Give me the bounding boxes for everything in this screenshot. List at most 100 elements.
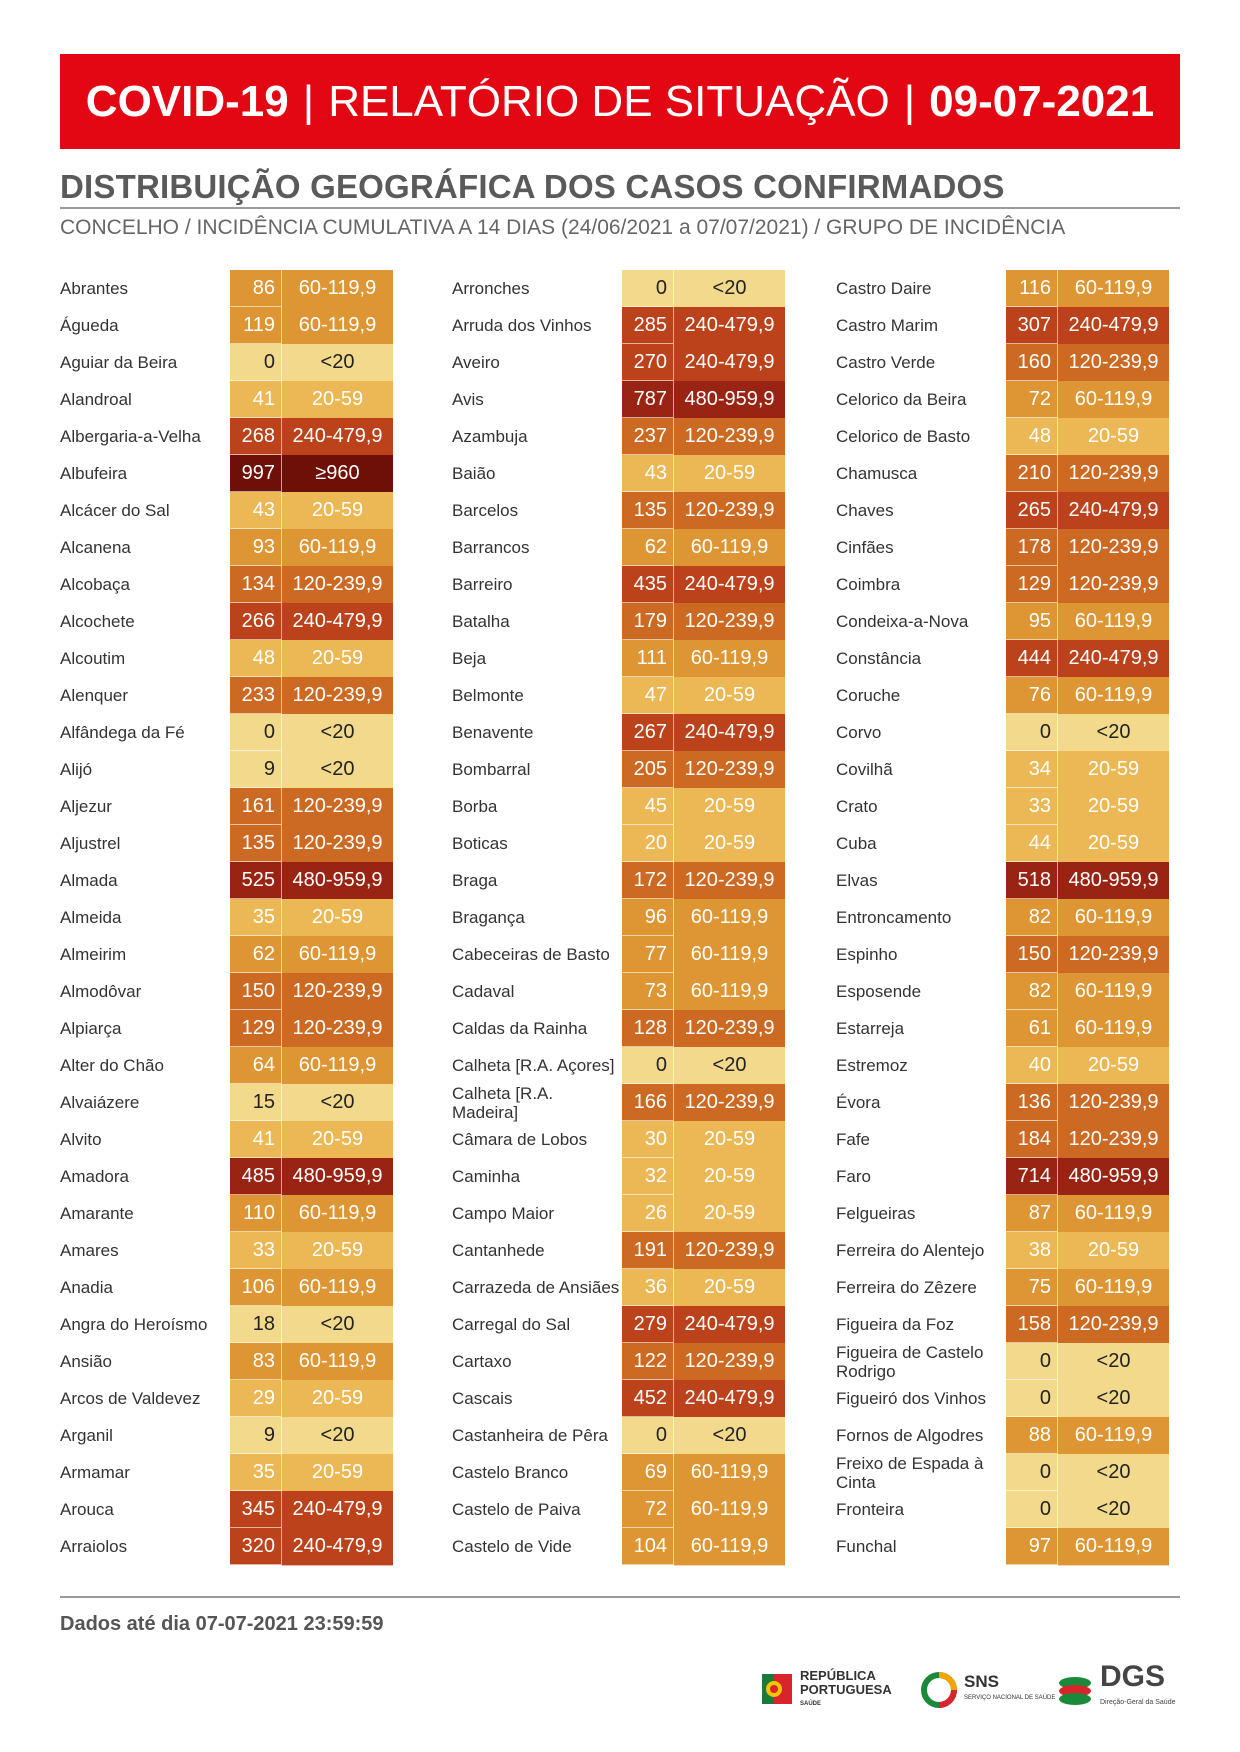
table-row: Celorico de Basto 48 20-59 bbox=[836, 417, 1169, 456]
incidence-group: <20 bbox=[1058, 1379, 1169, 1418]
municipality-name: Avis bbox=[452, 390, 484, 409]
municipality-name: Calheta [R.A. Madeira] bbox=[452, 1083, 554, 1122]
incidence-value: 150 bbox=[230, 973, 282, 1010]
dgs-emblem-icon bbox=[1059, 1677, 1091, 1705]
table-row: Alcanena 93 60-119,9 bbox=[60, 528, 393, 567]
incidence-value: 62 bbox=[622, 529, 674, 566]
municipality-name: Alcácer do Sal bbox=[60, 501, 170, 520]
incidence-group: 120-239,9 bbox=[282, 972, 393, 1011]
incidence-value: 135 bbox=[622, 492, 674, 529]
table-row: Espinho 150 120-239,9 bbox=[836, 935, 1169, 974]
incidence-group: 60-119,9 bbox=[282, 935, 393, 974]
data-timestamp: Dados até dia 07-07-2021 23:59:59 bbox=[60, 1613, 384, 1635]
incidence-value: 61 bbox=[1006, 1010, 1058, 1047]
table-row: Albufeira 997 ≥960 bbox=[60, 454, 393, 493]
table-row: Alenquer 233 120-239,9 bbox=[60, 676, 393, 715]
municipality-name: Covilhã bbox=[836, 760, 893, 779]
incidence-value: 0 bbox=[230, 714, 282, 751]
incidence-group: <20 bbox=[674, 269, 785, 308]
incidence-value: 77 bbox=[622, 936, 674, 973]
table-row: Estremoz 40 20-59 bbox=[836, 1046, 1169, 1085]
table-row: Ansião 83 60-119,9 bbox=[60, 1342, 393, 1381]
incidence-value: 0 bbox=[622, 270, 674, 307]
table-row: Aljustrel 135 120-239,9 bbox=[60, 824, 393, 863]
municipality-name: Almada bbox=[60, 871, 118, 890]
municipality-name: Esposende bbox=[836, 982, 922, 1001]
table-row: Chaves 265 240-479,9 bbox=[836, 491, 1169, 530]
table-row: Amadora 485 480-959,9 bbox=[60, 1157, 393, 1196]
table-row: Corvo 0 <20 bbox=[836, 713, 1169, 752]
incidence-group: 60-119,9 bbox=[1058, 1268, 1169, 1307]
incidence-value: 136 bbox=[1006, 1084, 1058, 1121]
municipality-name: Alvito bbox=[60, 1130, 102, 1149]
incidence-value: 265 bbox=[1006, 492, 1058, 529]
incidence-value: 33 bbox=[230, 1232, 282, 1269]
incidence-group: <20 bbox=[1058, 1342, 1169, 1381]
table-row: Azambuja 237 120-239,9 bbox=[452, 417, 785, 456]
incidence-group: 60-119,9 bbox=[674, 1453, 785, 1492]
incidence-group: ≥960 bbox=[282, 454, 393, 493]
municipality-name: Castelo Branco bbox=[452, 1463, 569, 1482]
incidence-value: 129 bbox=[230, 1010, 282, 1047]
incidence-value: 435 bbox=[622, 566, 674, 603]
table-row: Cartaxo 122 120-239,9 bbox=[452, 1342, 785, 1381]
incidence-value: 166 bbox=[622, 1084, 674, 1121]
incidence-group: 120-239,9 bbox=[674, 1009, 785, 1048]
table-row: Abrantes 86 60-119,9 bbox=[60, 269, 393, 308]
incidence-group: 60-119,9 bbox=[282, 528, 393, 567]
municipality-name: Castro Marim bbox=[836, 316, 939, 335]
incidence-group: 120-239,9 bbox=[674, 1342, 785, 1381]
municipality-name: Cabeceiras de Basto bbox=[452, 945, 610, 964]
incidence-value: 485 bbox=[230, 1158, 282, 1195]
incidence-value: 233 bbox=[230, 677, 282, 714]
municipality-name: Câmara de Lobos bbox=[452, 1130, 588, 1149]
incidence-group: 240-479,9 bbox=[282, 1527, 393, 1566]
table-row: Figueira da Foz 158 120-239,9 bbox=[836, 1305, 1169, 1344]
incidence-group: 60-119,9 bbox=[282, 1194, 393, 1233]
incidence-group: 20-59 bbox=[1058, 417, 1169, 456]
incidence-group: 120-239,9 bbox=[282, 676, 393, 715]
municipality-name: Freixo de Espada à Cinta bbox=[836, 1453, 984, 1492]
incidence-value: 18 bbox=[230, 1306, 282, 1343]
incidence-group: 20-59 bbox=[282, 1231, 393, 1270]
table-row: Arronches 0 <20 bbox=[452, 269, 785, 308]
municipality-name: Almeida bbox=[60, 908, 122, 927]
banner-date: 09-07-2021 bbox=[929, 76, 1155, 126]
municipality-name: Bombarral bbox=[452, 760, 531, 779]
municipality-name: Amares bbox=[60, 1241, 119, 1260]
table-row: Fornos de Algodres 88 60-119,9 bbox=[836, 1416, 1169, 1455]
incidence-group: 120-239,9 bbox=[674, 750, 785, 789]
table-row: Almada 525 480-959,9 bbox=[60, 861, 393, 900]
incidence-group: 480-959,9 bbox=[1058, 861, 1169, 900]
incidence-group: 20-59 bbox=[674, 454, 785, 493]
incidence-value: 83 bbox=[230, 1343, 282, 1380]
incidence-value: 191 bbox=[622, 1232, 674, 1269]
table-row: Castelo Branco 69 60-119,9 bbox=[452, 1453, 785, 1492]
incidence-value: 40 bbox=[1006, 1047, 1058, 1084]
incidence-value: 270 bbox=[622, 344, 674, 381]
incidence-group: 20-59 bbox=[282, 1453, 393, 1492]
municipality-name: Faro bbox=[836, 1167, 871, 1186]
municipality-name: Felgueiras bbox=[836, 1204, 916, 1223]
municipality-name: Aljustrel bbox=[60, 834, 121, 853]
incidence-value: 119 bbox=[230, 307, 282, 344]
incidence-group: 120-239,9 bbox=[674, 1231, 785, 1270]
incidence-group: <20 bbox=[282, 713, 393, 752]
incidence-group: 240-479,9 bbox=[1058, 639, 1169, 678]
municipality-name: Alenquer bbox=[60, 686, 129, 705]
incidence-group: 120-239,9 bbox=[1058, 1305, 1169, 1344]
municipality-name: Aljezur bbox=[60, 797, 112, 816]
incidence-value: 95 bbox=[1006, 603, 1058, 640]
banner-title: COVID-19 bbox=[85, 76, 289, 126]
incidence-group: 60-119,9 bbox=[1058, 380, 1169, 419]
municipality-name: Celorico de Basto bbox=[836, 427, 971, 446]
sns-ring-icon bbox=[921, 1672, 957, 1708]
footer-rule bbox=[60, 1596, 1180, 1598]
incidence-value: 44 bbox=[1006, 825, 1058, 862]
municipality-name: Belmonte bbox=[452, 686, 524, 705]
municipality-name: Chaves bbox=[836, 501, 894, 520]
incidence-group: 120-239,9 bbox=[674, 1083, 785, 1122]
incidence-group: 240-479,9 bbox=[1058, 491, 1169, 530]
incidence-group: 60-119,9 bbox=[1058, 1194, 1169, 1233]
table-row: Cuba 44 20-59 bbox=[836, 824, 1169, 863]
